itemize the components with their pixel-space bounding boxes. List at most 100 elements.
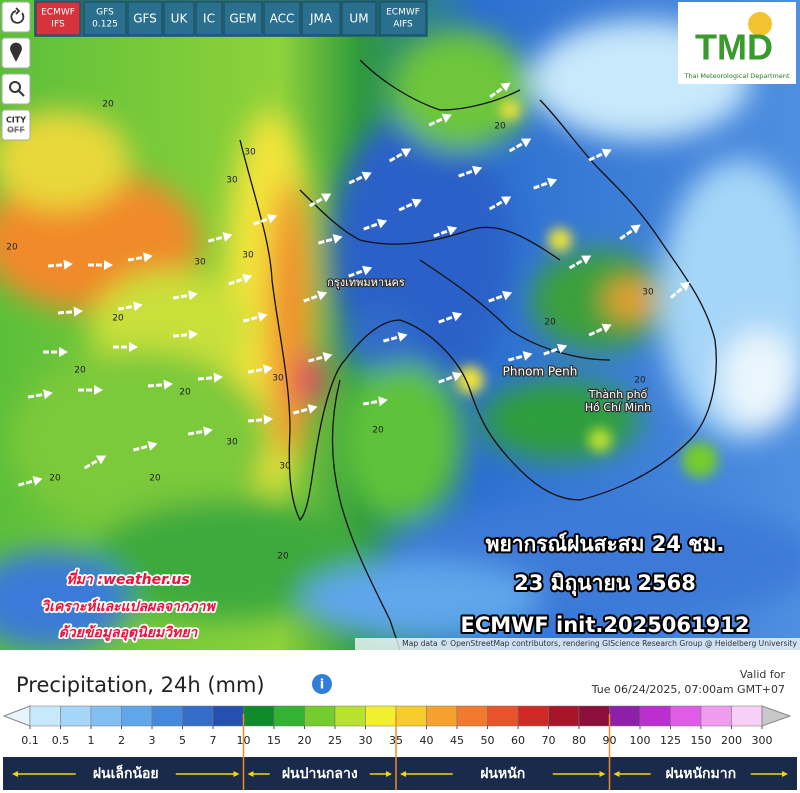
arrow-head <box>557 343 568 354</box>
arrow-shaft <box>318 236 337 245</box>
arrow-shaft <box>669 284 686 299</box>
valid-time: Tue 06/24/2025, 07:00am GMT+07 <box>591 683 785 696</box>
arrow-shaft <box>253 216 272 226</box>
contour-label: 20 <box>179 388 191 398</box>
arrow-shaft <box>247 367 267 374</box>
wind-arrow <box>362 396 388 407</box>
contour-label: 20 <box>149 474 161 484</box>
scale-tick-label: 3 <box>149 734 156 747</box>
scale-tick-label: 100 <box>630 734 651 747</box>
city-button[interactable] <box>1 109 31 141</box>
contour-label: 30 <box>194 258 206 268</box>
model-button[interactable] <box>163 1 195 36</box>
arrow-shaft <box>543 346 562 356</box>
scale-end-right <box>761 705 792 727</box>
model-button[interactable] <box>83 1 127 36</box>
arrow-head <box>188 290 198 301</box>
arrow-head <box>43 389 53 400</box>
zoom-icon <box>9 81 21 93</box>
place-label: Hồ Chí Minh <box>585 401 651 414</box>
model-button[interactable] <box>223 1 263 36</box>
overlay-init: ECMWF init.2025061912 <box>461 613 750 637</box>
wind-arrow <box>83 455 107 470</box>
model-button[interactable] <box>341 1 377 36</box>
scale-tick-label: 200 <box>721 734 742 747</box>
arrow-shaft <box>243 314 262 323</box>
arrow-head <box>129 342 138 352</box>
model-label: GFS <box>133 12 157 26</box>
wind-arrow <box>348 265 373 278</box>
zoom-button[interactable] <box>1 73 31 105</box>
arrow-shaft <box>508 353 527 362</box>
model-label: JMA <box>309 12 333 26</box>
scale-swatch <box>578 705 610 727</box>
arrow-head <box>332 234 343 244</box>
arrow-shaft <box>133 443 152 452</box>
arrow-shaft <box>293 406 312 415</box>
color-scale: 0.1 0.5 1 2 3 5 7 10 15 20 25 30 35 40 45 50 60 70 80 90 100… <box>2 705 792 747</box>
wind-arrow <box>47 259 73 270</box>
model-label: IC <box>203 12 215 26</box>
scale-tick-label: 70 <box>542 734 556 747</box>
arrow-head <box>386 771 392 777</box>
credit-line: ที่มา :weather.us <box>66 569 189 588</box>
arrow-shaft <box>383 334 402 343</box>
scale-tick-label: 25 <box>328 734 342 747</box>
wind-arrow <box>208 232 233 243</box>
model-button[interactable] <box>301 1 341 36</box>
scale-tick-label: 45 <box>450 734 464 747</box>
arrow-head <box>601 323 612 333</box>
arrow-shaft <box>247 417 267 423</box>
refresh-button[interactable] <box>1 1 31 33</box>
arrow-head <box>362 265 373 276</box>
scale-swatch <box>29 705 61 727</box>
arrow-head <box>94 385 103 395</box>
wind-arrows <box>18 82 690 487</box>
scale-swatch <box>243 705 275 727</box>
arrow-shaft <box>488 293 507 303</box>
wind-arrow <box>27 389 53 400</box>
info-icon[interactable] <box>312 674 332 694</box>
wind-arrow <box>438 371 463 384</box>
wind-arrow <box>568 255 592 270</box>
model-button[interactable] <box>263 1 301 36</box>
arrow-head <box>400 148 412 158</box>
model-label: GFS <box>96 8 114 18</box>
model-button[interactable] <box>195 1 223 36</box>
arrow-head <box>317 290 328 301</box>
arrow-head <box>32 476 43 486</box>
model-sub: 0.125 <box>92 20 118 30</box>
wind-arrow <box>127 252 153 263</box>
city-state: OFF <box>7 126 25 135</box>
category-label: ฝนเล็กน้อย <box>93 764 159 782</box>
arrow-shaft <box>197 375 217 381</box>
arrow-head <box>267 213 278 224</box>
arrow-shaft <box>348 268 367 278</box>
wind-arrow <box>303 290 328 303</box>
arrow-head <box>411 198 422 208</box>
arrow-shaft <box>172 332 192 338</box>
attribution[interactable]: Map data © OpenStreetMap contributors, r… <box>402 639 797 648</box>
arrow-head <box>452 371 463 382</box>
arrow-shaft <box>187 429 207 436</box>
overlay-date: 23 มิถุนายน 2568 <box>514 571 696 597</box>
model-button[interactable] <box>35 1 81 36</box>
arrow-head <box>613 771 620 777</box>
model-sub: IFS <box>51 20 65 30</box>
model-button[interactable] <box>127 1 163 36</box>
scale-swatch <box>639 705 671 727</box>
wind-arrow <box>488 196 512 211</box>
map[interactable] <box>0 0 800 650</box>
scale-swatch <box>670 705 702 727</box>
place-label: กรุงเทพมหานคร <box>327 276 405 289</box>
wind-arrow <box>428 113 452 127</box>
arrow-head <box>104 260 113 270</box>
model-button[interactable] <box>379 1 427 36</box>
refresh-icon <box>10 7 25 24</box>
arrow-shaft <box>27 392 47 399</box>
arrow-shaft <box>398 201 417 212</box>
wind-arrow <box>543 343 568 356</box>
wind-arrow <box>383 332 408 343</box>
arrow-shaft <box>619 227 636 241</box>
forecast-overlay: พยากรณ์ฝนสะสม 24 ชม. 23 มิถุนายน 2568 EC… <box>459 530 752 639</box>
